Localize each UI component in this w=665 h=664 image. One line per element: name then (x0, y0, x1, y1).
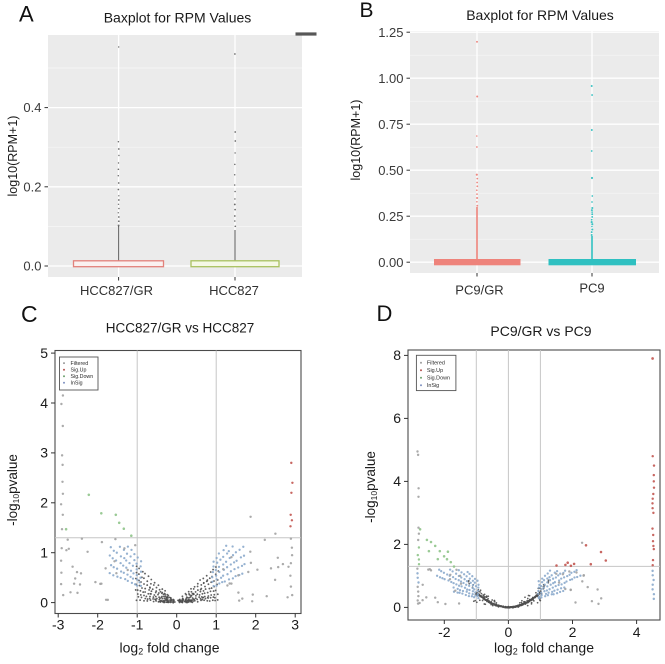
svg-text:PC9: PC9 (579, 281, 604, 296)
svg-text:Sig.Up: Sig.Up (427, 368, 443, 374)
svg-text:0: 0 (40, 594, 48, 610)
svg-text:0.75: 0.75 (378, 117, 403, 132)
svg-text:B: B (360, 0, 374, 22)
svg-text:PC9/GR vs PC9: PC9/GR vs PC9 (490, 323, 591, 339)
svg-text:-log10pvalue: -log10pvalue (5, 454, 21, 526)
svg-text:C: C (21, 301, 38, 327)
svg-text:log10(RPM+1): log10(RPM+1) (6, 116, 20, 197)
svg-text:InSig: InSig (427, 383, 439, 389)
svg-text:3: 3 (291, 617, 299, 633)
svg-text:Sig.Down: Sig.Down (71, 374, 94, 380)
svg-text:0.0: 0.0 (23, 259, 41, 274)
svg-text:-2: -2 (91, 617, 104, 633)
svg-text:-2: -2 (438, 624, 451, 640)
svg-text:5: 5 (40, 345, 48, 361)
svg-text:Filtered: Filtered (71, 361, 89, 367)
svg-text:1: 1 (40, 545, 48, 561)
svg-text:HCC827/GR vs HCC827: HCC827/GR vs HCC827 (106, 321, 255, 336)
svg-text:2: 2 (252, 617, 260, 633)
svg-text:0: 0 (393, 599, 401, 615)
svg-text:2: 2 (40, 495, 48, 511)
svg-text:HCC827/GR: HCC827/GR (80, 283, 153, 298)
svg-text:Baxplot for RPM Values: Baxplot for RPM Values (466, 7, 614, 23)
svg-text:0: 0 (173, 617, 181, 633)
svg-text:0.50: 0.50 (378, 163, 403, 178)
svg-text:-log10pvalue: -log10pvalue (363, 451, 379, 523)
svg-text:8: 8 (393, 347, 401, 363)
svg-text:Filtered: Filtered (427, 361, 445, 367)
svg-text:1: 1 (212, 617, 220, 633)
svg-text:0.4: 0.4 (23, 100, 41, 115)
svg-text:0.00: 0.00 (378, 255, 403, 270)
svg-text:log10(RPM+1): log10(RPM+1) (349, 100, 363, 181)
svg-text:4: 4 (40, 395, 48, 411)
svg-text:0.2: 0.2 (23, 179, 41, 194)
svg-text:-1: -1 (131, 617, 144, 633)
svg-text:4: 4 (393, 473, 401, 489)
svg-text:Baxplot for RPM Values: Baxplot for RPM Values (104, 10, 252, 26)
svg-text:3: 3 (40, 445, 48, 461)
svg-text:0: 0 (505, 624, 513, 640)
svg-text:6: 6 (393, 410, 401, 426)
svg-text:InSig: InSig (71, 381, 83, 387)
svg-text:Sig.Down: Sig.Down (427, 376, 450, 382)
svg-text:log2 fold change: log2 fold change (494, 640, 594, 657)
svg-text:D: D (377, 301, 393, 326)
svg-text:HCC827: HCC827 (209, 283, 259, 298)
svg-text:1.25: 1.25 (378, 25, 403, 40)
svg-text:PC9/GR: PC9/GR (455, 283, 503, 298)
svg-text:Sig.Up: Sig.Up (71, 368, 87, 374)
svg-text:2: 2 (393, 536, 401, 552)
svg-text:1.00: 1.00 (378, 71, 403, 86)
svg-text:2: 2 (569, 624, 577, 640)
svg-text:4: 4 (633, 624, 641, 640)
svg-text:log2 fold change: log2 fold change (120, 640, 220, 657)
svg-text:A: A (19, 2, 34, 27)
svg-text:0.25: 0.25 (378, 209, 403, 224)
svg-text:-3: -3 (52, 617, 65, 633)
